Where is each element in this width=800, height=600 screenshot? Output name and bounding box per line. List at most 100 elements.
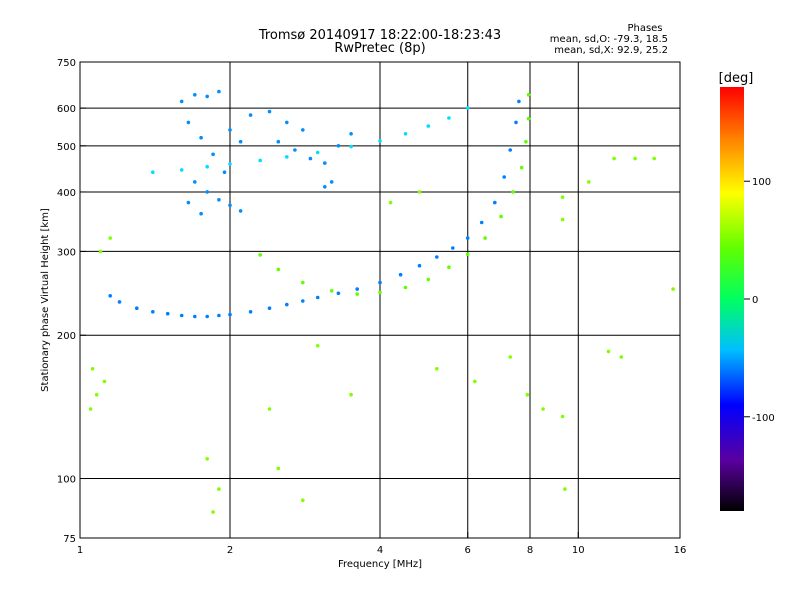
- scatter-points-point: [612, 156, 616, 161]
- o-trace-low-point: [285, 302, 289, 307]
- o-trace-high-point: [179, 168, 184, 172]
- o-trace-high-point: [465, 106, 470, 110]
- x-tick-label: 1: [77, 545, 83, 556]
- cluster-band-point: [179, 99, 184, 104]
- o-trace-low-point: [336, 291, 341, 296]
- scatter-points-point: [619, 355, 624, 359]
- o-trace-low-point: [355, 287, 360, 291]
- cluster-band-point: [276, 139, 281, 144]
- x-trace-low-point: [465, 252, 470, 256]
- scatter-points-point: [388, 200, 393, 205]
- stats-line-o: mean, sd,O: -79.3, 18.5: [550, 34, 668, 45]
- cluster-band-point: [217, 89, 221, 94]
- cluster-band-point: [228, 203, 232, 208]
- grid-lines: [80, 62, 680, 538]
- o-trace-low-point: [378, 280, 382, 285]
- x-trace-low-point: [519, 165, 524, 170]
- o-trace-high-point: [151, 170, 155, 174]
- o-trace-low-point: [151, 310, 155, 314]
- x-axis-label: Frequency [MHz]: [338, 559, 422, 570]
- x-tick-label: 16: [674, 545, 687, 556]
- scatter-points-point: [217, 487, 221, 491]
- scatter-points-point: [652, 156, 656, 161]
- scatter-points-point: [560, 414, 565, 419]
- x-trace-low-point: [524, 139, 528, 144]
- o-trace-low-point: [479, 220, 484, 225]
- scatter-points-point: [417, 190, 422, 194]
- x-trace-low-point: [329, 289, 334, 293]
- cluster-band-point: [228, 128, 232, 132]
- o-trace-low-point: [493, 200, 497, 205]
- scatter-points-point: [671, 287, 675, 291]
- o-trace-low-point: [514, 120, 518, 125]
- x-trace-low-point: [499, 214, 503, 219]
- o-trace-low-point: [228, 312, 232, 317]
- cluster-band-point: [323, 161, 327, 165]
- y-axis-label: Stationary phase Virtual Height [km]: [40, 208, 51, 392]
- cluster-band-point: [301, 128, 305, 132]
- x-trace-low-point: [483, 236, 487, 240]
- y-tick-label: 400: [57, 188, 76, 199]
- scatter-points-point: [349, 392, 353, 397]
- cluster-band-point: [248, 113, 253, 117]
- scatter-points-point: [108, 236, 112, 240]
- y-tick-label: 500: [57, 142, 76, 153]
- o-trace-high-point: [228, 162, 232, 166]
- colorbar-tick-label: 0: [752, 295, 758, 306]
- o-trace-low-point: [165, 311, 170, 316]
- cluster-band-point: [238, 209, 243, 213]
- x-tick-label: 10: [572, 545, 585, 556]
- o-trace-low-point: [517, 99, 521, 104]
- x-tick-label: 2: [227, 545, 233, 556]
- scatter-points-point: [541, 407, 545, 411]
- x-trace-low-point: [447, 265, 451, 270]
- o-trace-low-point: [451, 246, 455, 250]
- cluster-band-point: [238, 139, 243, 144]
- o-trace-low-point: [205, 314, 209, 319]
- x-trace-low-point: [301, 280, 305, 285]
- colorbar-ticks: 100 0 -100: [744, 177, 775, 424]
- o-trace-high-point: [447, 116, 451, 120]
- scatter-points-point: [525, 392, 530, 397]
- o-trace-low-point: [465, 236, 470, 240]
- y-tick-label: 300: [57, 247, 76, 258]
- o-trace-low-point: [508, 148, 512, 152]
- o-trace-high-point: [258, 158, 263, 163]
- x-tick-label: 4: [377, 545, 383, 556]
- scatter-points-point: [560, 217, 565, 222]
- scatter-points-point: [90, 367, 95, 371]
- y-tick-label: 750: [57, 58, 76, 69]
- scatter-points-point: [205, 457, 209, 461]
- y-tick-label: 200: [57, 331, 76, 342]
- cluster-band-point: [308, 156, 313, 161]
- x-trace-low-point: [526, 116, 531, 121]
- cluster-band-point: [205, 190, 209, 194]
- y-tick-label: 600: [57, 104, 76, 115]
- cluster-band-point: [205, 94, 209, 99]
- chart-subtitle: RwPretec (8p): [334, 41, 425, 56]
- y-axis-ticks: 75 100 200 300 400 500 600 750: [57, 58, 86, 545]
- o-trace-low-point: [398, 272, 403, 277]
- cluster-band-point: [211, 152, 215, 157]
- scatter-points-point: [587, 180, 591, 184]
- o-trace-low-point: [135, 306, 139, 311]
- cluster-band-point: [336, 144, 341, 148]
- scatter-points-point: [301, 498, 305, 503]
- o-trace-low-point: [315, 295, 320, 300]
- scatter-points-point: [88, 407, 93, 411]
- scatter-points-point: [606, 349, 611, 354]
- o-trace-low-point: [248, 310, 253, 314]
- x-tick-label: 8: [527, 545, 533, 556]
- scatter-points-point: [563, 487, 567, 491]
- colorbar-tick-label: -100: [752, 413, 775, 424]
- scatter-points-point: [473, 379, 477, 384]
- chart-title: Tromsø 20140917 18:22:00-18:23:43: [258, 28, 501, 43]
- o-trace-low-point: [217, 313, 221, 318]
- o-trace-high-point: [315, 150, 320, 155]
- x-trace-low-point: [276, 267, 281, 272]
- o-trace-low-point: [301, 299, 305, 303]
- scatter-points-point: [211, 510, 215, 514]
- scatter-points-point: [315, 344, 320, 348]
- scatter-points-point: [435, 367, 439, 371]
- o-trace-high-point: [349, 144, 353, 149]
